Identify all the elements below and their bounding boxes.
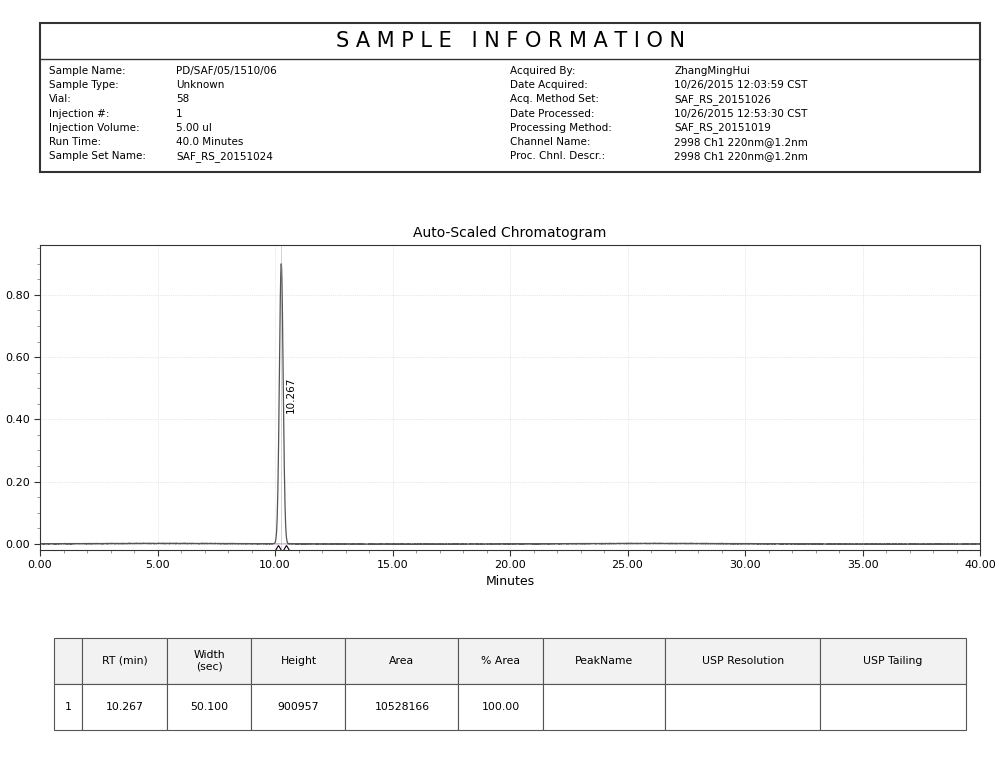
Text: Run Time:: Run Time: bbox=[49, 137, 102, 147]
Text: Channel Name:: Channel Name: bbox=[510, 137, 590, 147]
Text: Injection Volume:: Injection Volume: bbox=[49, 123, 140, 133]
Text: Acq. Method Set:: Acq. Method Set: bbox=[510, 94, 599, 104]
Text: 2998 Ch1 220nm@1.2nm: 2998 Ch1 220nm@1.2nm bbox=[674, 137, 808, 147]
Text: PD/SAF/05/1510/06: PD/SAF/05/1510/06 bbox=[176, 66, 277, 76]
Text: 2998 Ch1 220nm@1.2nm: 2998 Ch1 220nm@1.2nm bbox=[674, 151, 808, 161]
Text: S A M P L E   I N F O R M A T I O N: S A M P L E I N F O R M A T I O N bbox=[336, 31, 684, 51]
Text: Acquired By:: Acquired By: bbox=[510, 66, 576, 76]
Text: Date Processed:: Date Processed: bbox=[510, 108, 594, 118]
Text: 10/26/2015 12:03:59 CST: 10/26/2015 12:03:59 CST bbox=[674, 80, 808, 90]
Text: Injection #:: Injection #: bbox=[49, 108, 110, 118]
Text: SAF_RS_20151026: SAF_RS_20151026 bbox=[674, 94, 771, 104]
Text: 58: 58 bbox=[176, 94, 190, 104]
Text: ZhangMingHui: ZhangMingHui bbox=[674, 66, 750, 76]
Text: SAF_RS_20151024: SAF_RS_20151024 bbox=[176, 151, 273, 162]
Text: Sample Name:: Sample Name: bbox=[49, 66, 126, 76]
Text: 10/26/2015 12:53:30 CST: 10/26/2015 12:53:30 CST bbox=[674, 108, 808, 118]
Text: Sample Set Name:: Sample Set Name: bbox=[49, 151, 146, 161]
Text: 1: 1 bbox=[176, 108, 183, 118]
Title: Auto-Scaled Chromatogram: Auto-Scaled Chromatogram bbox=[413, 226, 607, 240]
X-axis label: Minutes: Minutes bbox=[485, 574, 535, 588]
Text: 5.00 ul: 5.00 ul bbox=[176, 123, 212, 133]
Text: Vial:: Vial: bbox=[49, 94, 72, 104]
FancyBboxPatch shape bbox=[40, 23, 980, 172]
Text: 10.267: 10.267 bbox=[286, 376, 296, 412]
Text: Processing Method:: Processing Method: bbox=[510, 123, 612, 133]
Text: SAF_RS_20151019: SAF_RS_20151019 bbox=[674, 122, 771, 134]
Text: Proc. Chnl. Descr.:: Proc. Chnl. Descr.: bbox=[510, 151, 605, 161]
Text: 40.0 Minutes: 40.0 Minutes bbox=[176, 137, 244, 147]
Text: Unknown: Unknown bbox=[176, 80, 225, 90]
Text: Date Acquired:: Date Acquired: bbox=[510, 80, 588, 90]
Text: Sample Type:: Sample Type: bbox=[49, 80, 119, 90]
